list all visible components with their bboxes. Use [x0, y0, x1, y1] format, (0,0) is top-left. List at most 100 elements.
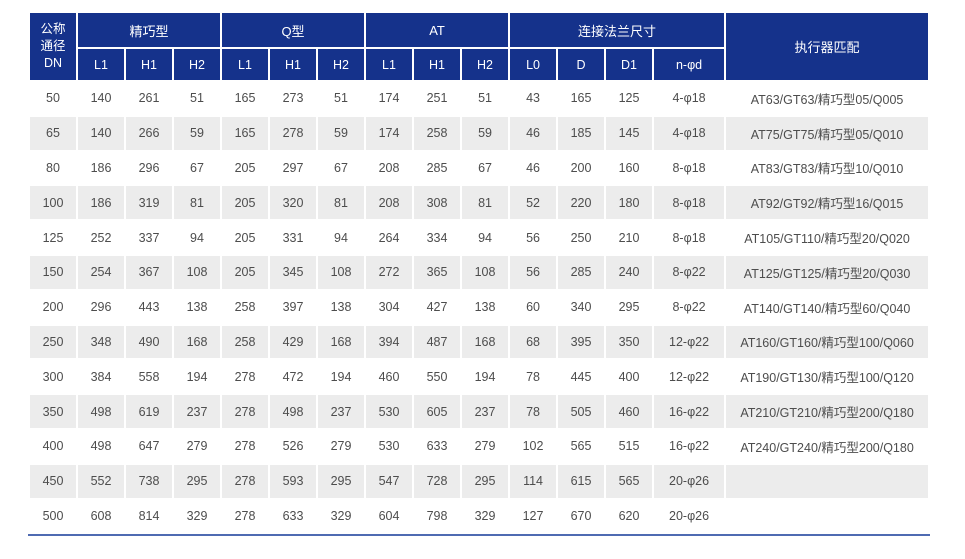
value-cell: 295 [606, 290, 653, 324]
value-cell: 285 [558, 255, 605, 289]
value-cell: 285 [414, 151, 460, 185]
value-cell: 108 [462, 255, 509, 289]
value-cell: 250 [558, 221, 605, 254]
value-cell: 138 [174, 290, 220, 324]
table-row: 450 552 738 295 278 593 295 547 728 295 114 615 565 2… [30, 464, 929, 498]
value-cell: 258 [414, 116, 460, 150]
value-cell: 68 [510, 325, 557, 359]
value-cell: 240 [606, 255, 653, 289]
header-compact-h2: H2 [174, 49, 220, 80]
value-cell: 295 [462, 464, 509, 498]
actuator-cell: AT63/GT63/精巧型05/Q005 [726, 82, 929, 115]
value-cell: 205 [222, 255, 268, 289]
value-cell: 445 [558, 360, 605, 394]
value-cell: 237 [318, 395, 364, 428]
value-cell: 51 [174, 82, 220, 115]
header-compact-l1: L1 [78, 49, 124, 80]
value-cell: 279 [462, 429, 509, 463]
value-cell: 186 [78, 151, 124, 185]
value-cell: 345 [270, 255, 316, 289]
value-cell: 670 [558, 499, 605, 533]
value-cell: 208 [366, 151, 412, 185]
value-cell: 51 [318, 82, 364, 115]
actuator-cell: AT125/GT125/精巧型20/Q030 [726, 255, 929, 289]
value-cell: 127 [510, 499, 557, 533]
value-cell: 505 [558, 395, 605, 428]
value-cell: 16-φ22 [654, 429, 725, 463]
value-cell: 8-φ18 [654, 151, 725, 185]
value-cell: 165 [222, 82, 268, 115]
value-cell: 174 [366, 116, 412, 150]
value-cell: 52 [510, 186, 557, 220]
value-cell: 547 [366, 464, 412, 498]
table-row: 65 140 266 59 165 278 59 174 258 59 46 185 145 4-φ18 A… [30, 116, 929, 150]
value-cell: 334 [414, 221, 460, 254]
value-cell: 81 [174, 186, 220, 220]
value-cell: 397 [270, 290, 316, 324]
spec-table: 公称 通径 DN 精巧型 Q型 AT 连接法兰尺寸 执行器匹配 L1 H1 H2… [28, 11, 931, 537]
value-cell: 295 [174, 464, 220, 498]
value-cell: 20-φ26 [654, 499, 725, 533]
header-qtype-h1: H1 [270, 49, 316, 80]
actuator-cell [726, 464, 929, 498]
value-cell: 67 [462, 151, 509, 185]
value-cell: 633 [270, 499, 316, 533]
table-row: 125 252 337 94 205 331 94 264 334 94 56 250 210 8-φ18… [30, 221, 929, 254]
value-cell: 498 [78, 395, 124, 428]
actuator-cell: AT210/GT210/精巧型200/Q180 [726, 395, 929, 428]
value-cell: 51 [462, 82, 509, 115]
header-flange-d1: D1 [606, 49, 653, 80]
value-cell: 4-φ18 [654, 116, 725, 150]
value-cell: 174 [366, 82, 412, 115]
header-group-flange: 连接法兰尺寸 [510, 13, 725, 47]
value-cell: 78 [510, 360, 557, 394]
value-cell: 304 [366, 290, 412, 324]
value-cell: 550 [414, 360, 460, 394]
value-cell: 278 [222, 499, 268, 533]
actuator-cell: AT83/GT83/精巧型10/Q010 [726, 151, 929, 185]
value-cell: 237 [462, 395, 509, 428]
value-cell: 604 [366, 499, 412, 533]
value-cell: 552 [78, 464, 124, 498]
value-cell: 279 [174, 429, 220, 463]
value-cell: 619 [126, 395, 172, 428]
value-cell: 94 [318, 221, 364, 254]
table-row: 80 186 296 67 205 297 67 208 285 67 46 200 160 8-φ18 A… [30, 151, 929, 185]
value-cell: 295 [318, 464, 364, 498]
value-cell: 210 [606, 221, 653, 254]
value-cell: 367 [126, 255, 172, 289]
value-cell: 12-φ22 [654, 325, 725, 359]
value-cell: 252 [78, 221, 124, 254]
value-cell: 165 [558, 82, 605, 115]
value-cell: 278 [222, 429, 268, 463]
value-cell: 102 [510, 429, 557, 463]
value-cell: 59 [174, 116, 220, 150]
dn-cell: 65 [30, 116, 76, 150]
value-cell: 264 [366, 221, 412, 254]
header-flange-nphid: n-φd [654, 49, 725, 80]
actuator-cell: AT190/GT130/精巧型100/Q120 [726, 360, 929, 394]
value-cell: 258 [222, 290, 268, 324]
value-cell: 530 [366, 395, 412, 428]
value-cell: 728 [414, 464, 460, 498]
actuator-cell [726, 499, 929, 533]
header-dn: 公称 通径 DN [30, 13, 76, 80]
value-cell: 278 [222, 360, 268, 394]
value-cell: 205 [222, 186, 268, 220]
actuator-cell: AT92/GT92/精巧型16/Q015 [726, 186, 929, 220]
value-cell: 94 [174, 221, 220, 254]
value-cell: 487 [414, 325, 460, 359]
header-compact-h1: H1 [126, 49, 172, 80]
value-cell: 395 [558, 325, 605, 359]
value-cell: 608 [78, 499, 124, 533]
dn-cell: 50 [30, 82, 76, 115]
value-cell: 515 [606, 429, 653, 463]
value-cell: 738 [126, 464, 172, 498]
table-row: 300 384 558 194 278 472 194 460 550 194 78 445 400 12… [30, 360, 929, 394]
value-cell: 278 [270, 116, 316, 150]
value-cell: 220 [558, 186, 605, 220]
value-cell: 279 [318, 429, 364, 463]
value-cell: 297 [270, 151, 316, 185]
table-row: 250 348 490 168 258 429 168 394 487 168 68 395 350 12… [30, 325, 929, 359]
value-cell: 138 [462, 290, 509, 324]
